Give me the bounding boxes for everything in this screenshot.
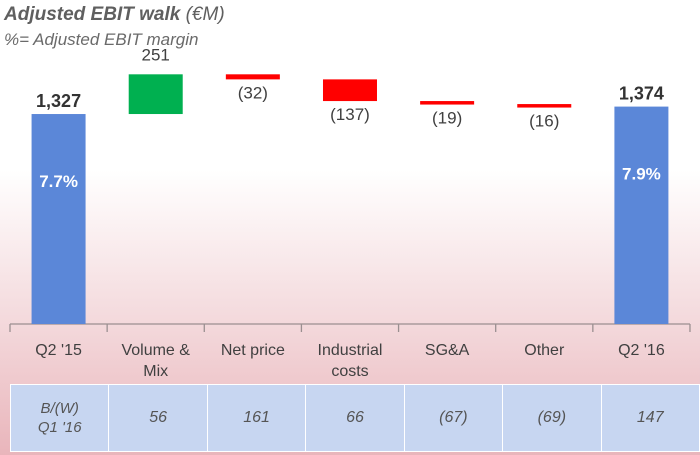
category-label: Q2 '16 [618,342,665,359]
bar-1 [31,114,86,324]
category-label: Volume & [121,342,190,359]
category-label: Other [524,342,565,359]
table-row: B/(W) Q1 '16 56 161 66 (67) (69) 147 [9,384,700,452]
chart-subtitle: %= Adjusted EBIT margin [4,30,199,49]
category-label: Mix [143,363,168,380]
table-cell-volume-mix: 56 [108,384,208,452]
bar-6 [517,104,572,108]
value-label: 1,374 [619,84,664,104]
waterfall-chart: 1,327 7.7% Q2 '15 251 Volume & Mix (32) Net pri… [9,45,691,380]
bw-q1-table: B/(W) Q1 '16 56 161 66 (67) (69) 147 [9,384,700,452]
category-label: Industrial [318,342,383,359]
table-cell-net-price: 161 [206,384,307,452]
bar-4 [322,79,377,102]
table-cell-sga: (67) [403,384,504,452]
category-label: costs [331,363,368,380]
bar-5 [420,101,475,105]
category-label: Q2 '15 [35,342,82,359]
row-header-line-1: B/(W) [40,400,79,417]
row-header-line-2: Q1 '16 [37,419,82,436]
bar-7 [614,106,669,324]
chart-title: Adjusted EBIT walk (€M) [4,4,225,26]
category-label: Net price [221,342,285,359]
table-cell-industrial-costs: 66 [305,384,405,452]
margin-label: 7.7% [39,172,78,191]
value-label: 1,327 [36,91,81,111]
table-cell-q2-16: 147 [600,384,700,452]
value-label: 251 [142,45,170,64]
value-label: (137) [330,105,370,124]
value-label: (19) [432,109,462,128]
title-text: Adjusted EBIT walk [4,4,181,25]
value-label: (16) [529,112,559,131]
table-cell-other: (69) [502,384,602,452]
margin-label: 7.9% [622,165,661,184]
bar-3 [225,74,280,80]
title-unit: (€M) [185,4,225,25]
category-label: SG&A [425,342,470,359]
table-row-header: B/(W) Q1 '16 [9,384,110,452]
bar-2 [128,74,183,115]
value-label: (32) [238,83,268,102]
